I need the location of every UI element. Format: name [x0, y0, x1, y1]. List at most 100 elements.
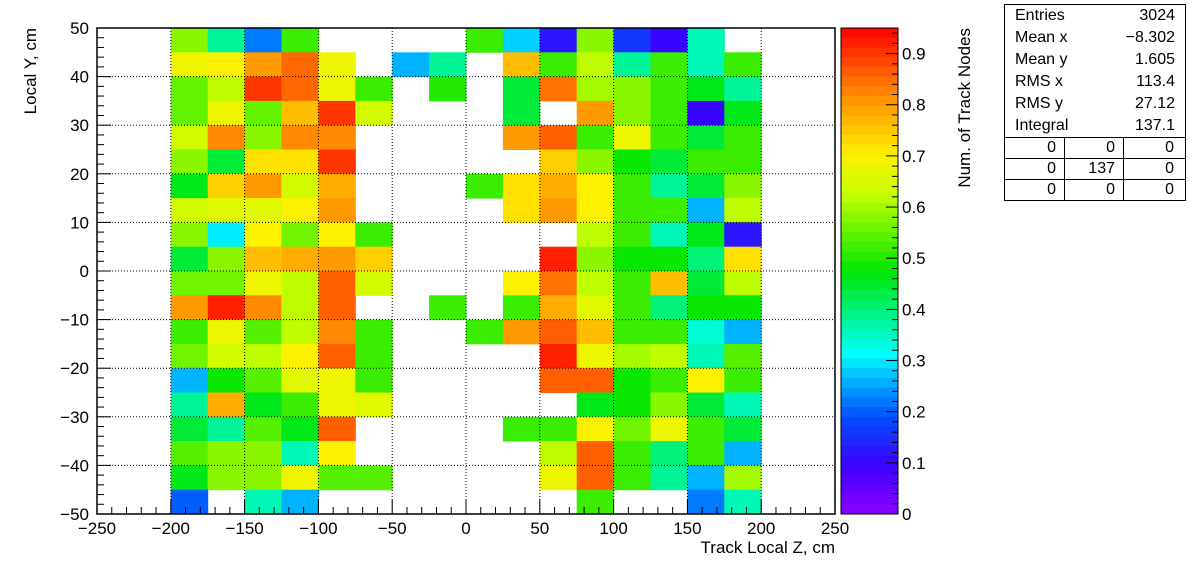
- y-tick-label: −10: [60, 311, 89, 330]
- heatmap-cell: [170, 28, 209, 53]
- palette-band: [841, 241, 898, 253]
- heatmap-cell: [576, 465, 615, 491]
- stats-value: 27.12: [1134, 95, 1175, 112]
- z-tick-label: 0.2: [902, 403, 926, 422]
- heatmap-cell: [244, 125, 282, 150]
- heatmap-cell: [244, 489, 282, 515]
- heatmap-cell: [207, 125, 246, 150]
- y-tick-label: 10: [70, 213, 89, 232]
- heatmap-cell: [281, 76, 319, 102]
- heatmap-cell: [613, 368, 651, 393]
- stats-row: RMS y 27.12: [1005, 93, 1185, 115]
- z-tick-label: 0.5: [902, 249, 926, 268]
- heatmap-cell: [170, 416, 209, 442]
- stats-row: Mean x −8.302: [1005, 27, 1185, 49]
- heatmap-cell: [539, 149, 578, 175]
- heatmap-cell: [170, 149, 209, 175]
- heatmap-cell: [576, 149, 615, 175]
- heatmap-cell: [281, 489, 319, 515]
- heatmap-cell: [207, 441, 246, 466]
- palette-band: [841, 368, 898, 379]
- heatmap-cell: [724, 416, 762, 442]
- heatmap-cell: [244, 343, 282, 369]
- heatmap-cell: [687, 319, 725, 345]
- heatmap-cell: [170, 100, 209, 126]
- heatmap-cell: [502, 125, 541, 150]
- heatmap-cell: [576, 295, 615, 321]
- heatmap-cell: [576, 319, 615, 345]
- heatmap-cell: [244, 28, 282, 53]
- stats-value: 3024: [1139, 7, 1175, 24]
- stats-table-cell: 0: [1047, 181, 1056, 198]
- heatmap-cell: [724, 125, 762, 150]
- heatmap-cell: [613, 392, 651, 418]
- heatmap-cell: [281, 392, 319, 418]
- heatmap-cell: [613, 441, 651, 466]
- heatmap-cell: [170, 343, 209, 369]
- heatmap-cell: [244, 465, 282, 491]
- palette-band: [841, 416, 898, 428]
- heatmap-cell: [687, 343, 725, 369]
- heatmap-cell: [687, 28, 725, 53]
- heatmap-cell: [613, 465, 651, 491]
- palette-band: [841, 407, 898, 418]
- heatmap-cell: [650, 76, 688, 102]
- y-tick-label: 20: [70, 165, 89, 184]
- heatmap-cell: [613, 125, 651, 150]
- stats-value: 113.4: [1136, 73, 1175, 90]
- heatmap-cell: [650, 173, 688, 199]
- x-tick-label: 200: [747, 519, 775, 538]
- stats-value: 137.1: [1134, 117, 1175, 134]
- heatmap-cell: [502, 295, 541, 321]
- heatmap-cell: [207, 28, 246, 53]
- heatmap-cell: [281, 416, 319, 442]
- stats-table-cell: 0: [1123, 138, 1182, 158]
- heatmap-cell: [207, 343, 246, 369]
- x-tick-label: 100: [599, 519, 627, 538]
- y-axis-ticks: −50 −40 −30 −20 −10 0 10 20 30 40 50: [60, 19, 111, 524]
- x-tick-label: −100: [299, 519, 337, 538]
- heatmap-cell: [170, 465, 209, 491]
- heatmap-cell: [724, 295, 762, 321]
- heatmap-cell: [650, 416, 688, 442]
- palette-band: [841, 465, 898, 476]
- heatmap-cell: [170, 319, 209, 345]
- heatmap-cell: [613, 343, 651, 369]
- heatmap-cell: [244, 173, 282, 199]
- palette-band: [841, 183, 898, 194]
- heatmap-cell: [687, 76, 725, 102]
- heatmap-cell: [207, 52, 246, 78]
- x-tick-label: −250: [78, 519, 116, 538]
- palette-band: [841, 445, 898, 457]
- heatmap-cell: [429, 76, 467, 102]
- stats-table-cell: 0: [1123, 180, 1182, 200]
- heatmap-cell: [650, 222, 688, 248]
- heatmap-cell: [318, 271, 356, 296]
- stats-value: −8.302: [1125, 29, 1175, 46]
- heatmap-cell: [318, 368, 356, 393]
- palette-band: [841, 193, 898, 204]
- y-tick-label: 50: [70, 19, 89, 38]
- palette-band: [841, 271, 898, 282]
- heatmap-cell: [281, 319, 319, 345]
- palette-band: [841, 494, 898, 505]
- heatmap-cell: [539, 198, 578, 223]
- heatmap-cell: [576, 52, 615, 78]
- palette-band: [841, 455, 898, 466]
- heatmap-cell: [650, 343, 688, 369]
- heatmap-cell: [318, 416, 356, 442]
- stats-row: Mean y 1.605: [1005, 49, 1185, 71]
- heatmap-cell: [650, 319, 688, 345]
- heatmap-cell: [539, 28, 578, 53]
- heatmap-cell: [281, 173, 319, 199]
- heatmap-cell: [207, 465, 246, 491]
- stats-value: 1.605: [1134, 51, 1175, 68]
- heatmap-cell: [170, 76, 209, 102]
- heatmap-cell: [539, 295, 578, 321]
- heatmap-cell: [539, 368, 578, 393]
- heatmap-cell: [502, 76, 541, 102]
- heatmap-cell: [539, 441, 578, 466]
- heatmap-cell: [355, 271, 393, 296]
- z-tick-label: 0.4: [902, 300, 926, 319]
- heatmap-cell: [502, 52, 541, 78]
